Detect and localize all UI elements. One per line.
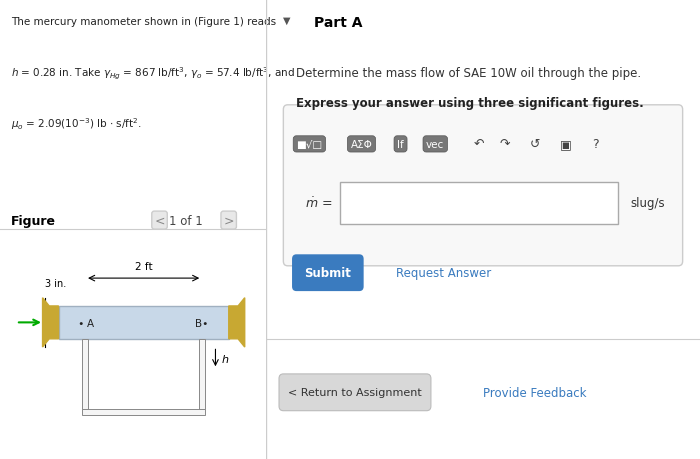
Text: $\dot{m}$ =: $\dot{m}$ = <box>305 196 332 210</box>
Bar <box>59 306 229 339</box>
Text: If: If <box>397 140 404 150</box>
Text: ↷: ↷ <box>500 138 510 151</box>
Text: The mercury manometer shown in (Figure 1) reads: The mercury manometer shown in (Figure 1… <box>10 17 276 27</box>
Text: $h$ = 0.28 in. Take $\gamma_{Hg}$ = 867 lb/ft$^{3}$, $\gamma_{o}$ = 57.4 lb/ft$^: $h$ = 0.28 in. Take $\gamma_{Hg}$ = 867 … <box>10 66 295 82</box>
Bar <box>82 409 205 415</box>
Text: <: < <box>154 214 164 227</box>
Text: 2 ft: 2 ft <box>135 261 153 271</box>
Text: Figure: Figure <box>10 214 55 227</box>
Text: Express your answer using three significant figures.: Express your answer using three signific… <box>296 96 644 109</box>
Text: ?: ? <box>592 138 599 151</box>
Text: B$\bullet$: B$\bullet$ <box>194 317 208 329</box>
Text: Provide Feedback: Provide Feedback <box>483 386 587 399</box>
FancyBboxPatch shape <box>279 374 431 411</box>
Text: Submit: Submit <box>304 267 351 280</box>
Text: $\mu_{o}$ = 2.09(10$^{-3}$) lb $\cdot$ s/ft$^{2}$.: $\mu_{o}$ = 2.09(10$^{-3}$) lb $\cdot$ s… <box>10 116 141 131</box>
Polygon shape <box>229 298 245 347</box>
Text: 1 of 1: 1 of 1 <box>169 214 203 227</box>
Text: ↺: ↺ <box>530 138 540 151</box>
Text: 3 in.: 3 in. <box>46 279 66 289</box>
Polygon shape <box>43 298 59 347</box>
FancyBboxPatch shape <box>292 255 364 291</box>
Bar <box>82 339 88 409</box>
Bar <box>199 339 205 409</box>
Text: Determine the mass flow of SAE 10W oil through the pipe.: Determine the mass flow of SAE 10W oil t… <box>296 67 641 79</box>
Text: < Return to Assignment: < Return to Assignment <box>288 387 422 397</box>
Text: ▼: ▼ <box>284 16 291 26</box>
Text: >: > <box>223 214 234 227</box>
Text: AΣΦ: AΣΦ <box>351 140 372 150</box>
Text: ▣: ▣ <box>559 138 571 151</box>
Text: ■√□: ■√□ <box>296 140 323 150</box>
Text: $h$: $h$ <box>220 352 229 364</box>
Text: Request Answer: Request Answer <box>396 267 491 280</box>
Text: Part A: Part A <box>314 16 362 30</box>
Text: ↶: ↶ <box>473 138 484 151</box>
Text: slug/s: slug/s <box>631 196 665 209</box>
Text: vec: vec <box>426 140 444 150</box>
FancyBboxPatch shape <box>284 106 682 266</box>
Text: $\bullet$ A: $\bullet$ A <box>77 317 96 329</box>
Bar <box>340 183 617 225</box>
